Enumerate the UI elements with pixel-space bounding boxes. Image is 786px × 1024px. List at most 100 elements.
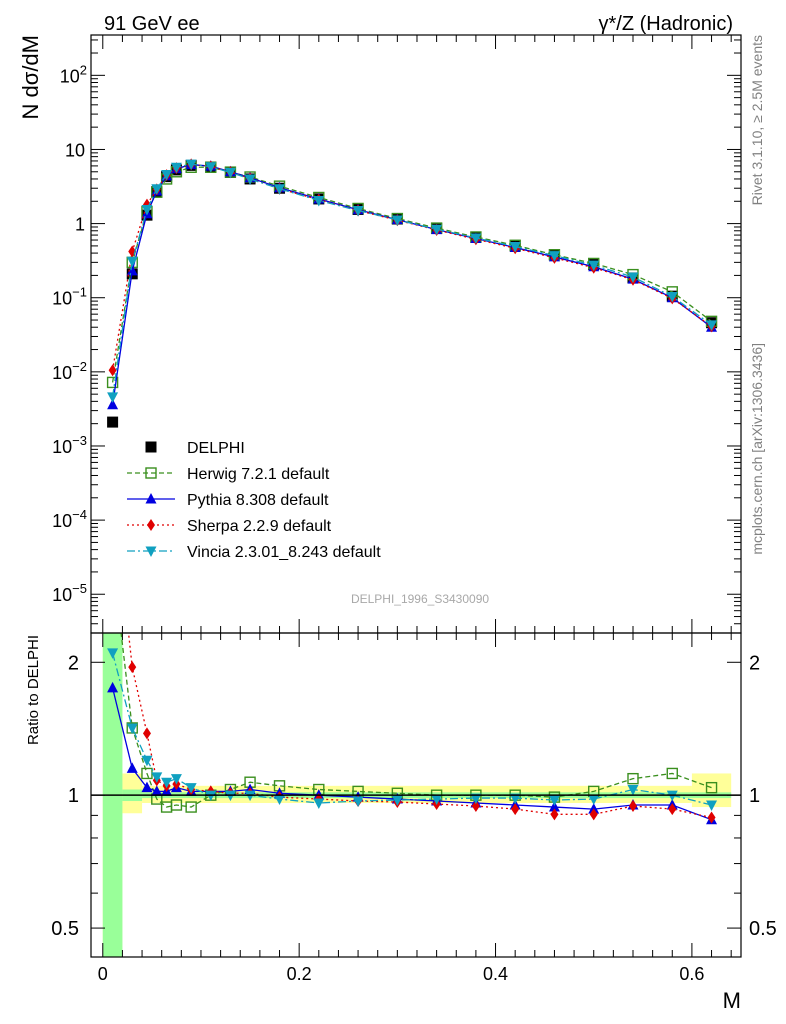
ratio-point-vincia <box>588 794 600 806</box>
legend-label-data: DELPHI <box>187 440 245 457</box>
ratio-point-herwig <box>705 781 718 794</box>
main-point-vincia <box>126 256 138 268</box>
ratio-point-vincia <box>151 772 163 783</box>
ratio-point-vincia <box>107 648 119 659</box>
ratio-point-vincia <box>431 794 443 806</box>
main-y-tick-label: 10 <box>65 140 85 160</box>
main-point-vincia <box>588 260 600 272</box>
ratio-point-sherpa <box>668 803 677 816</box>
ratio-point-sherpa <box>128 661 137 674</box>
legend-label-vincia: Vincia 2.3.01_8.243 default <box>187 544 381 561</box>
x-tick-label: 0.2 <box>287 964 312 984</box>
main-point-vincia <box>548 251 560 262</box>
right-title: γ*/Z (Hadronic) <box>599 13 733 35</box>
main-point-vincia <box>706 320 718 331</box>
ratio-point-pythia <box>126 762 138 773</box>
main-point-vincia <box>141 204 153 216</box>
mcplots-label: mcplots.cern.ch [arXiv:1306.3436] <box>749 343 765 555</box>
ratio-point-pythia <box>151 785 163 796</box>
legend-marker-pythia <box>145 493 157 504</box>
ratio-point-pythia <box>548 801 560 812</box>
main-y-tick-label: 102 <box>60 62 87 86</box>
legend-marker-vincia <box>145 546 157 557</box>
main-point-vincia <box>185 159 197 171</box>
x-tick-label: 0.6 <box>679 964 704 984</box>
ratio-series-group <box>107 633 718 825</box>
main-point-vincia <box>666 291 678 303</box>
ratio-point-vincia <box>627 785 639 796</box>
ratio-y-tick-label: 0.5 <box>51 918 79 940</box>
main-y-tick-label: 10−1 <box>52 285 87 309</box>
ratio-point-herwig <box>627 772 639 785</box>
main-point-vincia <box>161 169 173 181</box>
x-tick-label: 0 <box>98 964 108 984</box>
left-title: 91 GeV ee <box>104 13 200 35</box>
legend-marker-data <box>145 441 157 453</box>
main-y-tick-label: 10−5 <box>52 581 87 605</box>
legend-label-pythia: Pythia 8.308 default <box>187 492 329 509</box>
ratio-point-vincia <box>548 795 560 807</box>
ratio-point-herwig <box>170 799 183 811</box>
ratio-point-sherpa <box>471 800 480 813</box>
ratio-point-vincia <box>706 800 718 812</box>
ratio-point-sherpa <box>550 808 559 821</box>
main-point-vincia <box>509 242 521 253</box>
ratio-point-vincia <box>170 774 182 785</box>
ratio-point-sherpa <box>511 803 520 816</box>
ratio-line-pythia <box>111 687 712 821</box>
ratio-point-herwig <box>185 801 197 813</box>
ratio-point-sherpa <box>628 800 637 813</box>
ratio-y-tick-label: 1 <box>68 785 79 807</box>
rivet-label: Rivet 3.1.10, ≥ 2.5M events <box>749 35 765 205</box>
main-point-vincia <box>313 195 325 207</box>
ratio-point-sherpa <box>142 727 151 740</box>
ratio-point-herwig <box>666 767 678 780</box>
main-line-vincia <box>111 163 712 397</box>
main-y-tick-label: 1 <box>75 215 85 235</box>
main-point-vincia <box>352 206 364 217</box>
legend-label-sherpa: Sherpa 2.2.9 default <box>187 518 332 535</box>
analysis-label: DELPHI_1996_S3430090 <box>351 592 489 606</box>
main-y-axis-label: N dσ/dM <box>18 35 43 120</box>
ratio-point-sherpa <box>589 808 598 821</box>
main-line-sherpa <box>111 163 712 371</box>
legend-label-herwig: Herwig 7.2.1 default <box>187 466 330 483</box>
ratio-point-vincia <box>391 795 403 807</box>
ratio-point-pythia <box>107 681 119 693</box>
ratio-y-tick-label: 2 <box>68 652 79 674</box>
ratio-point-vincia <box>470 793 482 805</box>
ratio-point-pythia <box>141 781 153 793</box>
main-point-vincia <box>627 272 639 284</box>
main-point-herwig <box>106 376 119 389</box>
main-point-vincia <box>205 162 217 173</box>
ratio-point-vincia <box>185 783 197 794</box>
ratio-y-tick-label-right: 0.5 <box>749 918 777 940</box>
ratio-point-vincia <box>141 755 153 767</box>
legend-marker-herwig <box>145 467 157 479</box>
ratio-point-sherpa <box>707 811 716 824</box>
ratio-line-vincia <box>111 652 712 806</box>
ratio-point-vincia <box>313 798 325 810</box>
main-point-vincia <box>170 162 182 174</box>
main-line-pythia <box>111 163 712 405</box>
main-point-vincia <box>431 224 443 236</box>
ratio-point-vincia <box>161 777 173 789</box>
ratio-y-tick-label-right: 2 <box>749 652 760 674</box>
main-point-vincia <box>224 167 236 179</box>
ratio-point-vincia <box>274 794 286 806</box>
ratio-point-vincia <box>352 796 364 808</box>
main-line-herwig <box>111 166 712 383</box>
main-point-vincia <box>151 184 163 195</box>
main-point-vincia <box>391 215 403 226</box>
ratio-line-sherpa <box>127 633 712 819</box>
main-point-vincia <box>244 174 256 185</box>
ratio-point-vincia <box>509 793 521 805</box>
x-axis-label: M <box>723 988 741 1013</box>
main-y-tick-label: 10−2 <box>52 359 87 383</box>
main-point-pythia <box>107 398 119 410</box>
main-point-sherpa <box>108 364 117 377</box>
main-point-vincia <box>470 233 482 244</box>
ratio-y-axis-label: Ratio to DELPHI <box>25 635 42 745</box>
main-point-vincia <box>274 184 286 195</box>
main-y-tick-label: 10−4 <box>52 507 87 531</box>
